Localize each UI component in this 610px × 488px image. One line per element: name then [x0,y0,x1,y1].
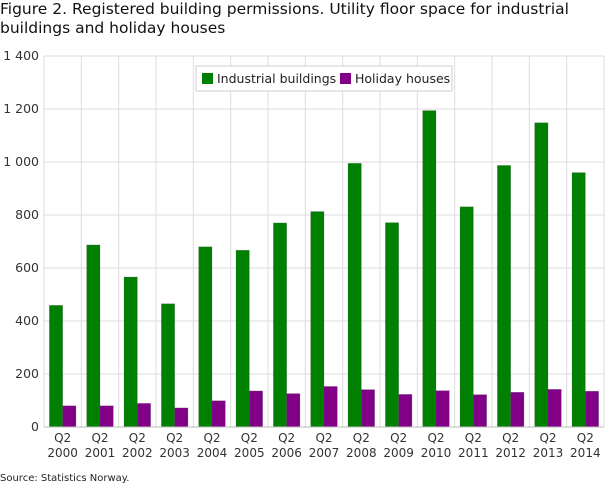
y-tick-label: 1 200 [3,101,39,116]
x-tick-label: Q2 [315,431,332,445]
x-tick-label: 2007 [309,446,340,460]
y-tick-label: 800 [15,207,39,222]
bar-industrial [273,222,287,428]
legend-box [195,65,453,92]
x-tick-label: 2011 [458,446,489,460]
bar-industrial [459,206,474,428]
bar-holiday [398,394,413,428]
bar-industrial [310,211,325,428]
x-tick-label: Q2 [390,431,407,445]
x-tick-label: Q2 [166,431,183,445]
x-tick-label: 2006 [271,446,302,460]
bar-industrial [534,122,549,428]
bar-industrial [198,246,213,428]
x-tick-label: 2009 [383,446,414,460]
x-tick-label: 2000 [47,446,78,460]
x-tick-label: 2002 [122,446,153,460]
bar-industrial [422,110,437,428]
bar-industrial [86,244,101,428]
bar-holiday [547,389,562,428]
bar-industrial [571,172,586,428]
y-tick-label: 1 000 [3,154,39,169]
legend-label: Industrial buildings [217,71,336,86]
x-tick-label: 2012 [495,446,526,460]
legend-swatch [340,73,351,84]
bar-holiday [510,391,525,428]
x-tick-label: 2008 [346,446,377,460]
x-tick-label: Q2 [577,431,594,445]
x-tick-label: Q2 [54,431,71,445]
bar-industrial [161,303,175,428]
y-tick-label: 200 [15,366,39,381]
x-tick-label: 2010 [421,446,452,460]
x-tick-label: Q2 [427,431,444,445]
x-tick-label: Q2 [353,431,370,445]
bar-industrial [49,305,63,428]
bar-holiday [435,390,450,428]
y-tick-label: 1 400 [3,48,39,63]
x-tick-label: Q2 [502,431,519,445]
bar-holiday [62,405,77,428]
bar-holiday [473,394,487,428]
legend-swatch [202,73,213,84]
bar-holiday [99,405,114,428]
bar-industrial [497,165,511,428]
x-tick-label: 2001 [85,446,116,460]
bar-holiday [174,407,189,428]
x-tick-label: Q2 [465,431,482,445]
bar-industrial [347,163,362,428]
x-tick-label: Q2 [129,431,146,445]
x-tick-label: Q2 [539,431,556,445]
x-tick-label: Q2 [241,431,258,445]
bar-holiday [211,400,226,428]
x-tick-label: 2004 [197,446,228,460]
y-tick-label: 600 [15,260,39,275]
y-tick-label: 0 [31,419,39,434]
x-tick-label: Q2 [91,431,108,445]
chart-source: Source: Statistics Norway. [0,473,130,484]
bar-holiday [286,393,301,428]
bar-holiday [137,403,151,428]
bar-holiday [249,390,263,428]
legend-label: Holiday houses [355,71,450,86]
chart-title: Figure 2. Registered building permission… [0,0,569,37]
bar-industrial [123,276,138,428]
x-tick-label: 2003 [159,446,190,460]
x-tick-label: Q2 [203,431,220,445]
x-tick-label: 2005 [234,446,265,460]
x-tick-label: 2014 [570,446,601,460]
bar-holiday [361,389,375,428]
bar-holiday [585,390,599,428]
y-tick-label: 400 [15,313,39,328]
bar-industrial [385,222,399,428]
x-tick-label: Q2 [278,431,295,445]
bar-industrial [235,249,250,428]
x-tick-label: 2013 [533,446,564,460]
bar-holiday [323,386,338,428]
